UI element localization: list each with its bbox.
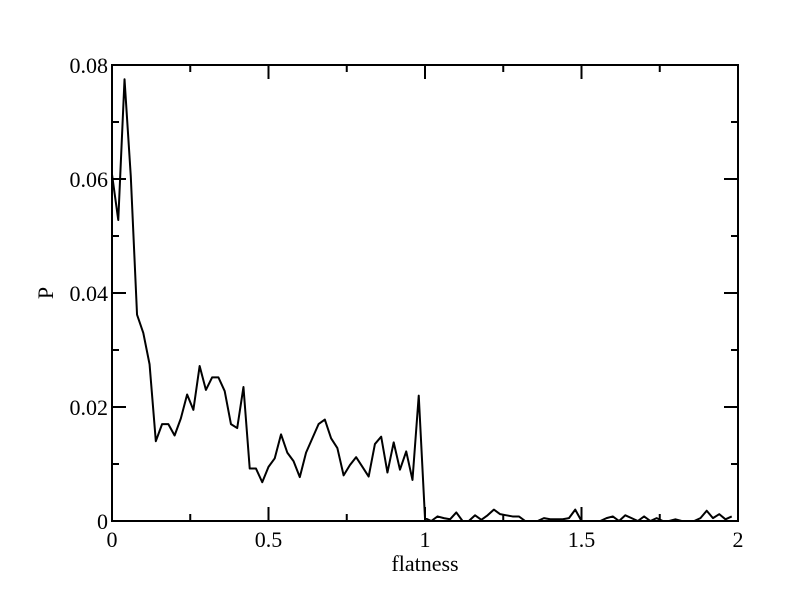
axis-ticks <box>111 64 739 522</box>
x-tick-label: 1.5 <box>568 527 596 552</box>
x-tick-label: 1 <box>420 527 431 552</box>
y-tick-label: 0 <box>97 509 108 534</box>
y-axis-label: P <box>33 287 58 299</box>
x-tick-label: 0 <box>107 527 118 552</box>
x-tick-label: 2 <box>733 527 744 552</box>
x-axis-label: flatness <box>391 551 458 576</box>
y-tick-label: 0.06 <box>70 167 109 192</box>
x-tick-label: 0.5 <box>255 527 283 552</box>
series-line <box>111 78 733 522</box>
y-tick-label: 0.04 <box>70 281 109 306</box>
plot-frame <box>111 64 739 522</box>
y-tick-label: 0.08 <box>70 53 109 78</box>
y-tick-label: 0.02 <box>70 395 109 420</box>
tick-labels: 0 0.5 1 1.5 2 0 0.02 0.04 0.06 0.08 <box>70 53 744 552</box>
